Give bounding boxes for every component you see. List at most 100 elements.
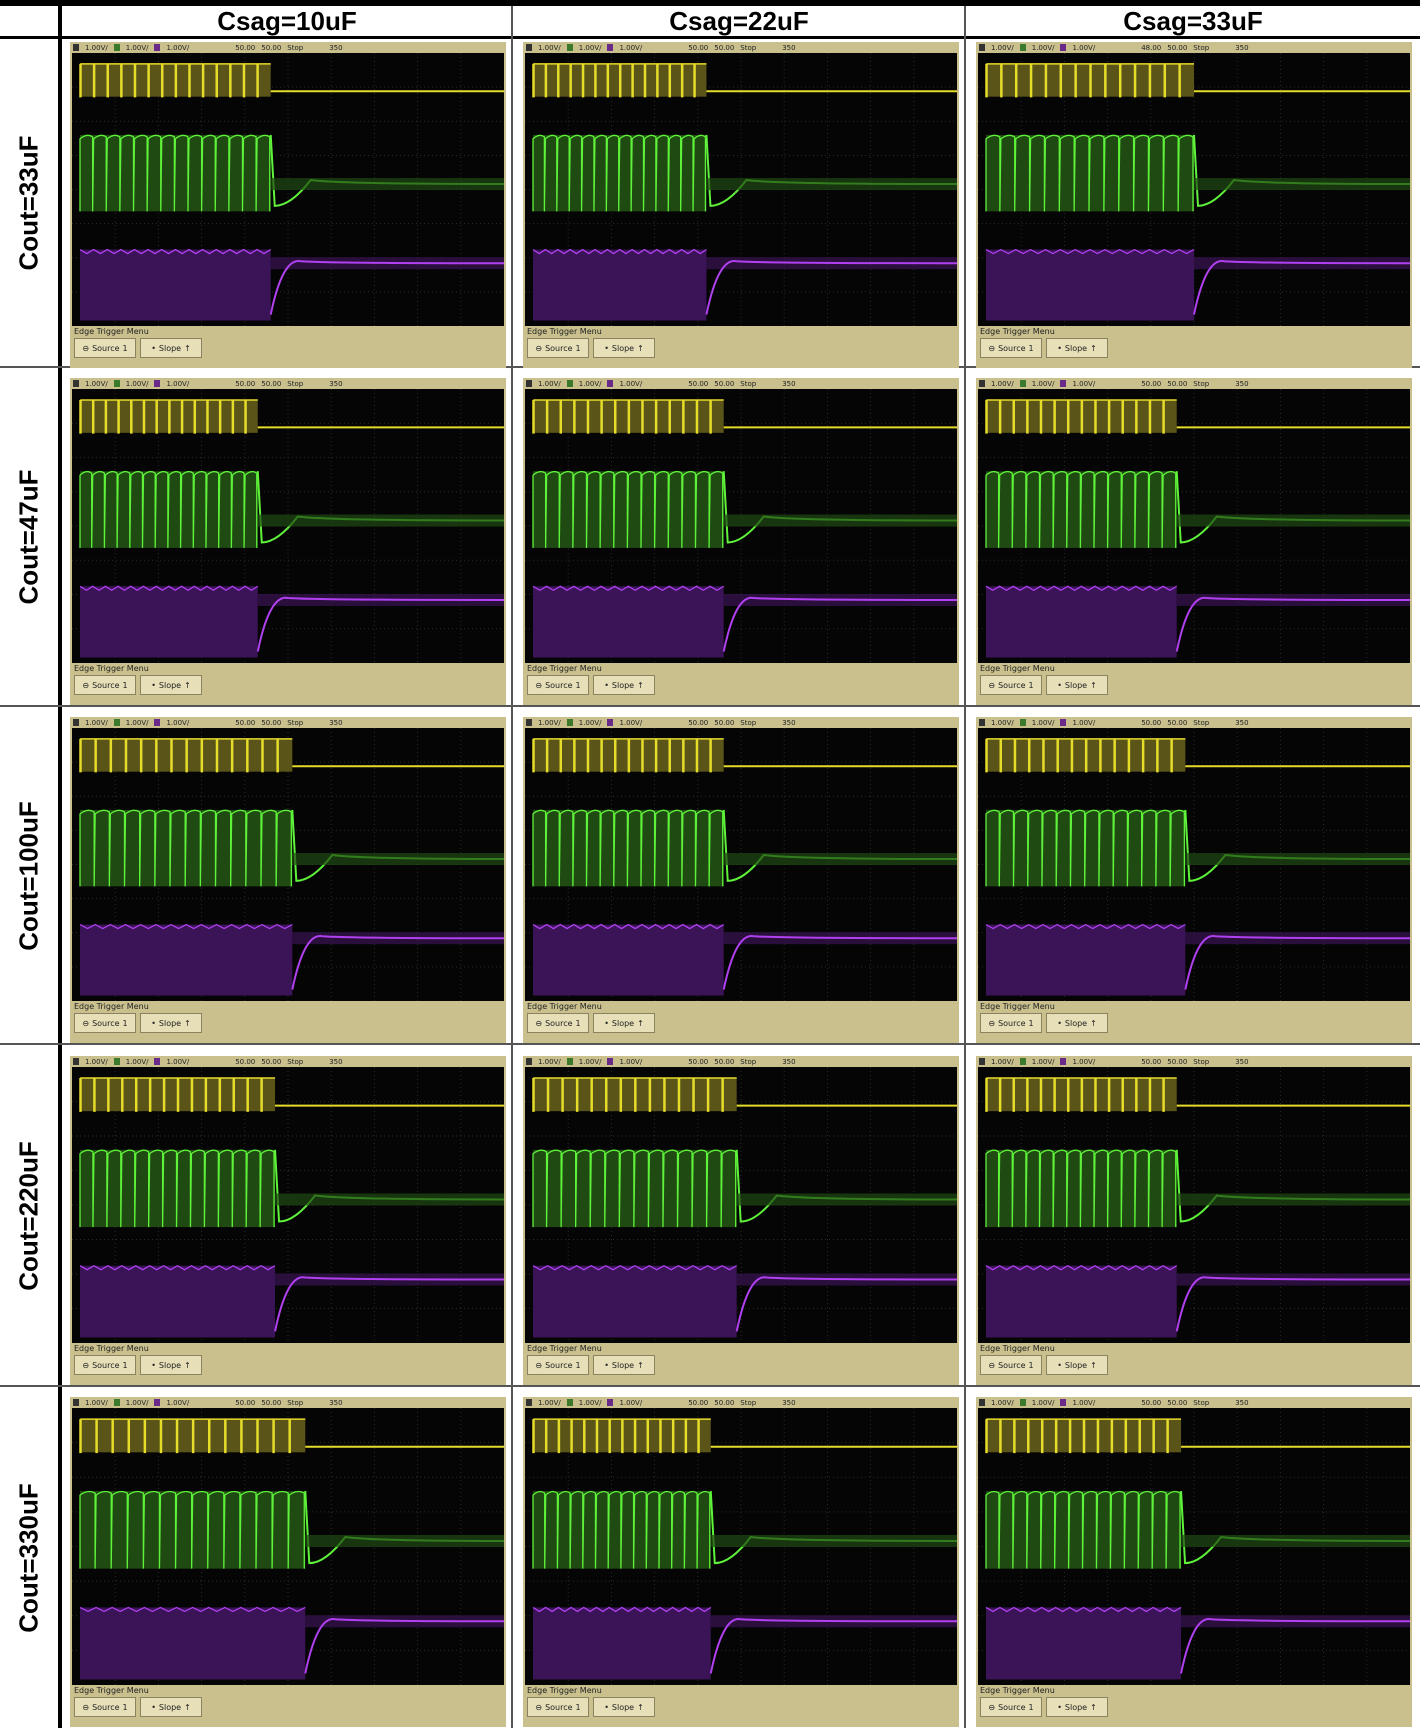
source-label: Source <box>998 1702 1026 1712</box>
source-softkey[interactable]: ⊖ Source 1 <box>527 1013 589 1033</box>
source-softkey[interactable]: ⊖ Source 1 <box>527 1697 589 1717</box>
slope-indicator-icon: • <box>604 680 609 690</box>
channel-2-trace <box>1184 809 1410 882</box>
source-value: 1 <box>575 1702 581 1712</box>
channel-1-scale: 1.00V/ <box>991 43 1014 52</box>
channel-2-trace <box>79 134 271 212</box>
channel-1-trace <box>79 738 293 773</box>
source-value: 1 <box>1028 343 1034 353</box>
slope-softkey[interactable]: • Slope ↑ <box>593 1355 655 1375</box>
source-softkey[interactable]: ⊖ Source 1 <box>527 1355 589 1375</box>
scope-status-bar: 1.00V/1.00V/1.00V/50.00 50.00 Stop 350 <box>70 42 506 53</box>
source-softkey[interactable]: ⊖ Source 1 <box>980 1013 1042 1033</box>
oscilloscope-panel: 1.00V/1.00V/1.00V/50.00 50.00 Stop 350 Edge … <box>976 1397 1412 1727</box>
channel-3-scale: 1.00V/ <box>1072 1398 1096 1407</box>
rising-edge-icon: ↑ <box>184 680 191 690</box>
slope-softkey[interactable]: • Slope ↑ <box>593 1697 655 1717</box>
channel-3-trace <box>722 935 957 990</box>
slope-softkey[interactable]: • Slope ↑ <box>1046 1013 1108 1033</box>
time-position: 50.00 <box>235 1398 256 1407</box>
slope-softkey[interactable]: • Slope ↑ <box>593 338 655 358</box>
source-softkey[interactable]: ⊖ Source 1 <box>74 1013 136 1033</box>
channel-3-burst <box>533 924 724 996</box>
slope-label: Slope <box>611 1702 635 1712</box>
slope-softkey[interactable]: • Slope ↑ <box>140 1013 202 1033</box>
header-separator <box>0 36 1420 39</box>
slope-softkey[interactable]: • Slope ↑ <box>140 1697 202 1717</box>
channel-1-trace <box>985 738 1186 773</box>
edge-trigger-menu-title: Edge Trigger Menu <box>74 1686 149 1695</box>
channel-2-indicator <box>566 1399 573 1406</box>
scope-status-bar: 1.00V/1.00V/1.00V/50.00 50.00 Stop 350 <box>523 378 959 389</box>
slope-label: Slope <box>1064 1018 1088 1028</box>
slope-softkey[interactable]: • Slope ↑ <box>1046 675 1108 695</box>
time-scale: 50.00 <box>1167 1057 1188 1066</box>
channel-3-scale: 1.00V/ <box>619 43 643 52</box>
slope-indicator-icon: • <box>1057 1702 1062 1712</box>
slope-softkey[interactable]: • Slope ↑ <box>140 1355 202 1375</box>
channel-1-trace <box>532 399 724 434</box>
channel-2-noise-band <box>292 853 504 866</box>
source-softkey[interactable]: ⊖ Source 1 <box>980 675 1042 695</box>
scope-status-bar: 1.00V/1.00V/1.00V/50.00 50.00 Stop 350 <box>976 717 1412 728</box>
slope-label: Slope <box>158 343 182 353</box>
source-softkey[interactable]: ⊖ Source 1 <box>527 675 589 695</box>
source-softkey[interactable]: ⊖ Source 1 <box>980 1355 1042 1375</box>
source-softkey[interactable]: ⊖ Source 1 <box>980 338 1042 358</box>
channel-1-indicator <box>526 1058 532 1065</box>
time-scale: 50.00 <box>261 379 282 388</box>
source-value: 1 <box>1028 1018 1034 1028</box>
slope-softkey[interactable]: • Slope ↑ <box>1046 1355 1108 1375</box>
channel-3-trace <box>1184 935 1410 990</box>
channel-3-scale: 1.00V/ <box>619 1057 643 1066</box>
slope-softkey[interactable]: • Slope ↑ <box>593 1013 655 1033</box>
time-position: 50.00 <box>235 1057 256 1066</box>
slope-softkey[interactable]: • Slope ↑ <box>593 675 655 695</box>
channel-1-scale: 1.00V/ <box>991 1398 1014 1407</box>
scope-display <box>978 1408 1410 1685</box>
column-header-csag-22: Csag=22uF <box>669 6 809 36</box>
source-knob-icon: ⊖ <box>535 1702 543 1712</box>
channel-2-scale: 1.00V/ <box>125 43 149 52</box>
source-softkey[interactable]: ⊖ Source 1 <box>74 338 136 358</box>
time-position: 50.00 <box>1141 379 1162 388</box>
row-header-cout-220: Cout=220uF <box>0 1046 58 1385</box>
trigger-level: 350 <box>329 379 343 388</box>
source-softkey[interactable]: ⊖ Source 1 <box>527 338 589 358</box>
trigger-level: 350 <box>1235 379 1249 388</box>
slope-indicator-icon: • <box>151 343 156 353</box>
rising-edge-icon: ↑ <box>637 1702 644 1712</box>
edge-trigger-menu-title: Edge Trigger Menu <box>74 327 149 336</box>
channel-2-noise-band <box>736 1193 957 1206</box>
channel-3-trace <box>705 260 957 315</box>
channel-2-noise-band <box>1176 514 1410 527</box>
source-softkey[interactable]: ⊖ Source 1 <box>74 1697 136 1717</box>
slope-softkey[interactable]: • Slope ↑ <box>1046 338 1108 358</box>
channel-2-scale: 1.00V/ <box>1031 1057 1055 1066</box>
channel-1-trace <box>985 1418 1182 1454</box>
slope-label: Slope <box>611 1360 635 1370</box>
slope-softkey[interactable]: • Slope ↑ <box>140 675 202 695</box>
source-softkey[interactable]: ⊖ Source 1 <box>74 1355 136 1375</box>
rising-edge-icon: ↑ <box>1090 1018 1097 1028</box>
channel-3-burst <box>986 586 1177 658</box>
slope-softkey[interactable]: • Slope ↑ <box>1046 1697 1108 1717</box>
channel-2-trace <box>722 471 957 544</box>
channel-3-burst <box>533 1265 737 1338</box>
slope-indicator-icon: • <box>1057 343 1062 353</box>
channel-2-trace <box>709 1491 957 1565</box>
channel-3-trace <box>269 260 504 315</box>
column-header-csag-10: Csag=10uF <box>217 6 357 36</box>
channel-2-scale: 1.00V/ <box>578 1398 602 1407</box>
source-knob-icon: ⊖ <box>82 1018 90 1028</box>
scope-display <box>525 389 957 663</box>
scope-status-bar: 1.00V/1.00V/1.00V/50.00 50.00 Stop 350 <box>523 1056 959 1067</box>
source-label: Source <box>545 1018 573 1028</box>
channel-1-trace <box>532 738 724 773</box>
oscilloscope-panel: 1.00V/1.00V/1.00V/50.00 50.00 Stop 350 Edge … <box>523 1056 959 1385</box>
source-knob-icon: ⊖ <box>988 1018 996 1028</box>
rising-edge-icon: ↑ <box>1090 343 1097 353</box>
slope-softkey[interactable]: • Slope ↑ <box>140 338 202 358</box>
source-softkey[interactable]: ⊖ Source 1 <box>980 1697 1042 1717</box>
source-softkey[interactable]: ⊖ Source 1 <box>74 675 136 695</box>
